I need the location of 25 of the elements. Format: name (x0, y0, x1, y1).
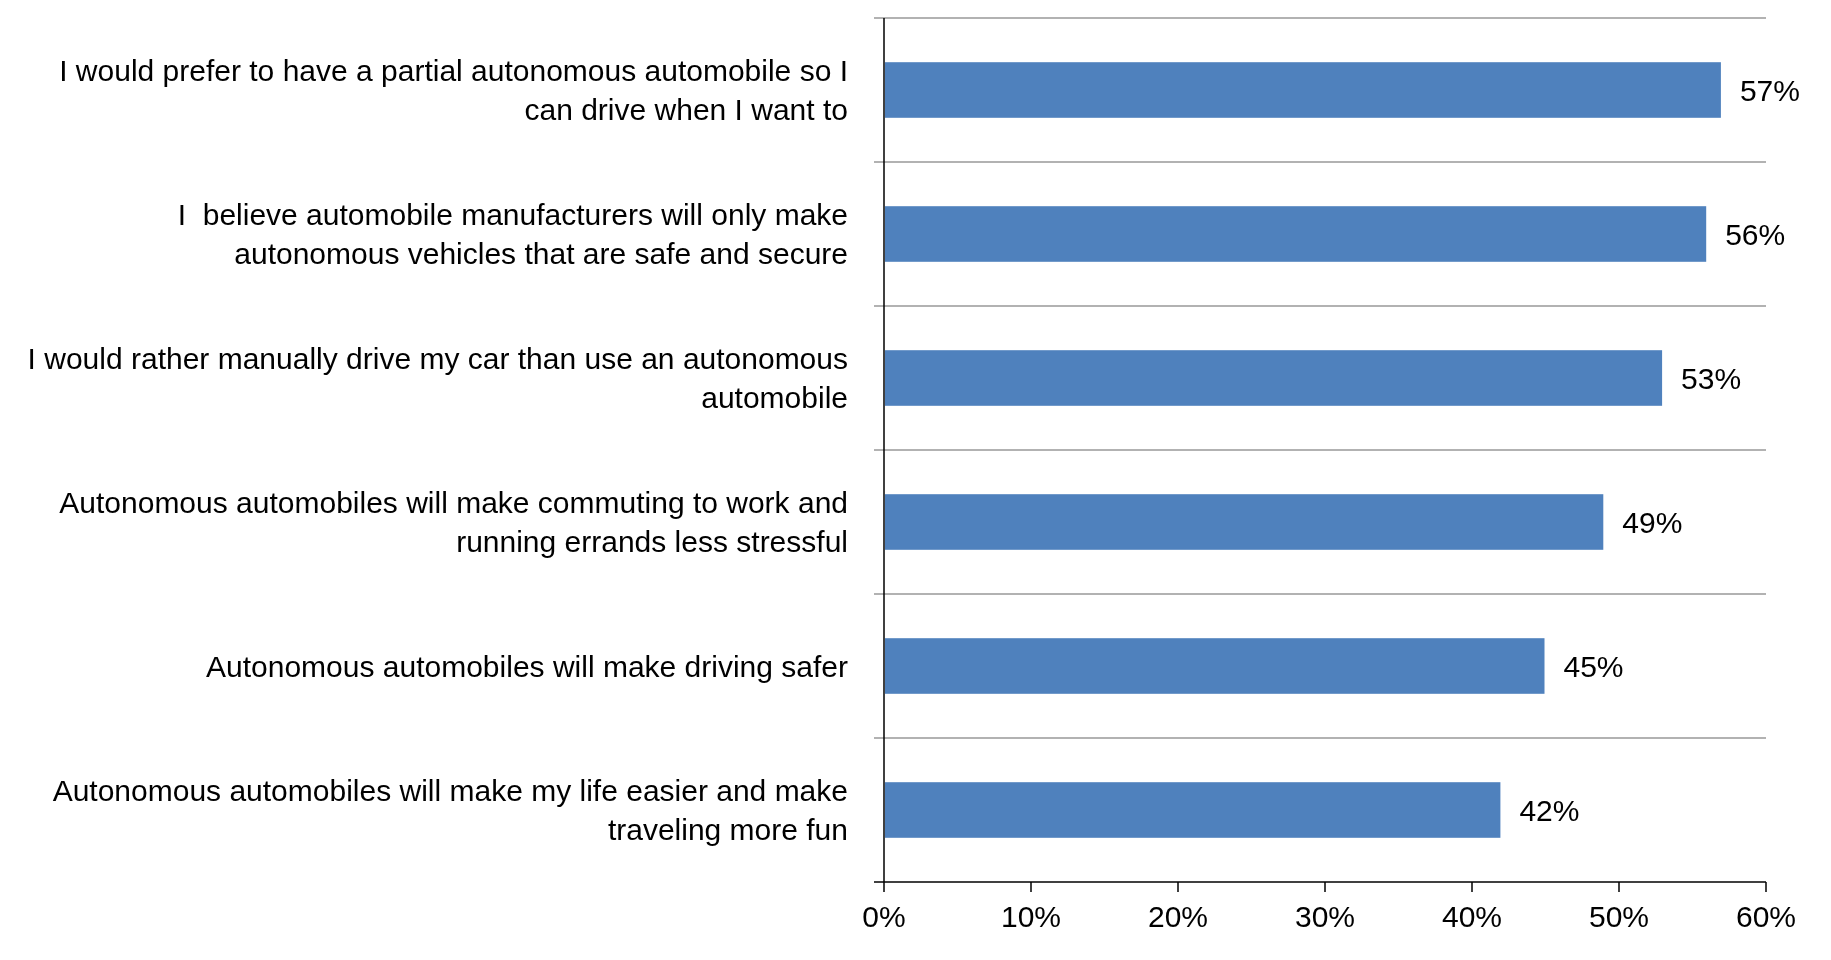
x-tick-label: 20% (1147, 900, 1209, 933)
x-tick-label: 50% (1588, 900, 1650, 933)
data-label: 45% (1563, 649, 1624, 683)
y-tick-label: I would rather manually drive my car than use an autonomous automobile (27, 342, 848, 414)
data-label: 56% (1725, 217, 1786, 251)
y-tick-label: Autonomous automobiles will make driving safer (206, 649, 849, 683)
bar (883, 636, 1547, 696)
bar (883, 492, 1606, 552)
x-tick-label: 10% (1000, 900, 1062, 933)
y-tick-label: Autonomous automobiles will make my life easier and make traveling more fun (52, 774, 848, 846)
x-tick-label: 30% (1294, 900, 1356, 933)
x-tick-label: 40% (1441, 900, 1503, 933)
y-tick-label: I believe automobile manufacturers will only make autonomous vehicles that are safe and secure (177, 198, 848, 270)
bar (883, 204, 1709, 264)
data-label: 57% (1739, 73, 1800, 107)
x-tick-label: 0% (862, 900, 906, 933)
bar (883, 780, 1503, 840)
data-label: 49% (1622, 505, 1683, 539)
y-tick-label: Autonomous automobiles will make commuting to work and running errands less stressful (59, 486, 848, 558)
x-tick-label: 60% (1735, 900, 1797, 933)
data-label: 42% (1519, 793, 1580, 827)
bar (883, 60, 1723, 120)
bar (883, 348, 1665, 408)
data-label: 53% (1681, 361, 1742, 395)
y-tick-label: I would prefer to have a partial autonomous automobile so I can drive when I want to (59, 54, 848, 126)
